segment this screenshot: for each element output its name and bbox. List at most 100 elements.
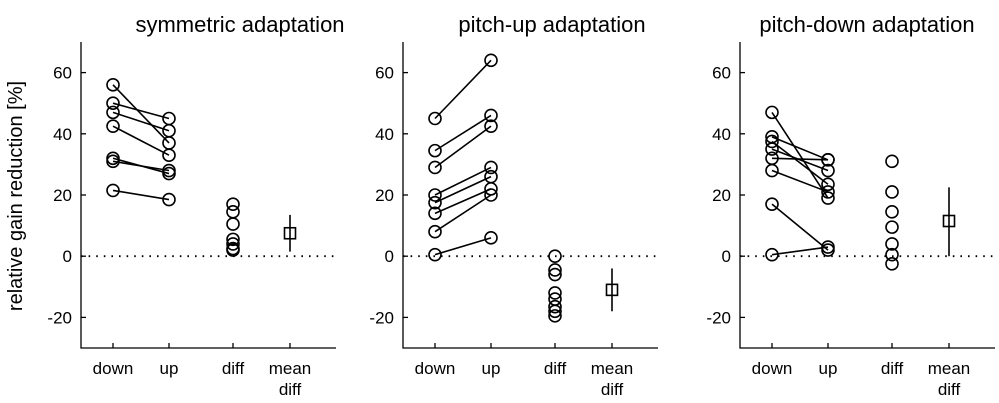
y-axis-label: relative gain reduction [%]	[5, 81, 27, 311]
up-point	[821, 240, 835, 254]
x-tick-label: diff	[881, 359, 904, 378]
diff-point	[885, 154, 899, 169]
y-tick-label: 60	[375, 64, 394, 83]
up-point	[821, 243, 835, 257]
diff-point	[226, 197, 240, 211]
y-tick-label: 60	[712, 64, 731, 83]
up-point	[162, 148, 176, 163]
axis-frame	[80, 42, 336, 349]
up-point	[484, 119, 498, 133]
down-point	[428, 188, 442, 202]
paired-line	[112, 189, 170, 201]
diff-point	[548, 304, 562, 319]
down-point	[106, 154, 120, 169]
y-tick-label: 20	[53, 186, 72, 205]
diff-point	[548, 299, 562, 314]
paired-line	[771, 169, 829, 193]
y-tick-label: -20	[706, 308, 731, 327]
down-point	[106, 183, 120, 198]
x-tick-label: mean diff	[591, 359, 634, 399]
paired-line	[771, 157, 829, 161]
paired-line	[771, 111, 829, 199]
x-tick-label: down	[752, 359, 793, 378]
down-point	[765, 163, 779, 178]
paired-line	[434, 125, 492, 169]
y-tick-label: 0	[722, 247, 731, 266]
y-tick-label: 20	[712, 186, 731, 205]
paired-line	[434, 188, 492, 215]
down-point	[106, 119, 120, 133]
diff-point	[226, 232, 240, 247]
down-point	[428, 111, 442, 126]
paired-line	[112, 160, 170, 172]
down-point	[428, 160, 442, 175]
diff-point	[885, 205, 899, 219]
diff-point	[226, 243, 240, 257]
x-tick-label: mean diff	[269, 359, 312, 399]
paired-line	[771, 140, 829, 185]
up-point	[484, 182, 498, 196]
y-tick-label: -20	[369, 308, 394, 327]
diff-point	[226, 217, 240, 231]
up-point	[821, 177, 835, 192]
down-point	[428, 143, 442, 158]
x-tick-label: down	[93, 359, 134, 378]
paired-line	[771, 246, 829, 256]
up-point	[162, 192, 176, 207]
diff-point	[885, 237, 899, 251]
x-tick-label: mean diff	[928, 359, 971, 399]
down-point	[765, 142, 779, 156]
chart-title: symmetric adaptation	[135, 12, 344, 37]
y-tick-label: 60	[53, 64, 72, 83]
down-point	[765, 197, 779, 211]
down-point	[765, 134, 779, 149]
paired-line	[434, 166, 492, 196]
x-tick-label: diff	[544, 359, 567, 378]
paired-line	[112, 84, 170, 144]
diff-point	[885, 247, 899, 262]
up-point	[821, 185, 835, 199]
mean-diff-marker	[942, 214, 956, 228]
paired-line	[112, 111, 170, 132]
paired-line	[771, 203, 829, 251]
down-point	[765, 105, 779, 120]
diff-point	[226, 205, 240, 219]
y-tick-label: 20	[375, 186, 394, 205]
chart-panel-1: symmetric adaptation -20 0 20 40 60 down up diff…	[47, 12, 344, 399]
diff-point	[548, 249, 562, 264]
x-tick-label: up	[482, 359, 501, 378]
y-tick-label: 40	[53, 125, 72, 144]
y-tick-label: 40	[375, 125, 394, 144]
up-point	[821, 153, 835, 167]
paired-line	[434, 194, 492, 233]
up-point	[484, 231, 498, 245]
up-point	[821, 191, 835, 205]
diff-point	[885, 220, 899, 234]
paired-line	[434, 114, 492, 152]
down-point	[428, 195, 442, 210]
paired-line	[112, 125, 170, 156]
y-tick-label: 40	[712, 125, 731, 144]
axis-frame	[402, 42, 658, 349]
diff-point	[548, 309, 562, 323]
diff-point	[548, 263, 562, 277]
down-point	[106, 78, 120, 92]
mean-diff-marker	[283, 226, 297, 240]
x-tick-label: down	[415, 359, 456, 378]
x-tick-label: diff	[222, 359, 245, 378]
down-point	[106, 105, 120, 120]
chart-title: pitch-down adaptation	[759, 12, 974, 37]
down-point	[428, 247, 442, 262]
paired-line	[771, 136, 829, 161]
down-point	[428, 224, 442, 239]
up-point	[484, 53, 498, 68]
x-tick-label: up	[160, 359, 179, 378]
y-tick-label: 0	[385, 247, 394, 266]
up-point	[821, 163, 835, 178]
down-point	[765, 247, 779, 262]
paired-line	[434, 175, 492, 204]
down-point	[428, 206, 442, 221]
up-point	[484, 160, 498, 175]
diff-point	[548, 286, 562, 300]
